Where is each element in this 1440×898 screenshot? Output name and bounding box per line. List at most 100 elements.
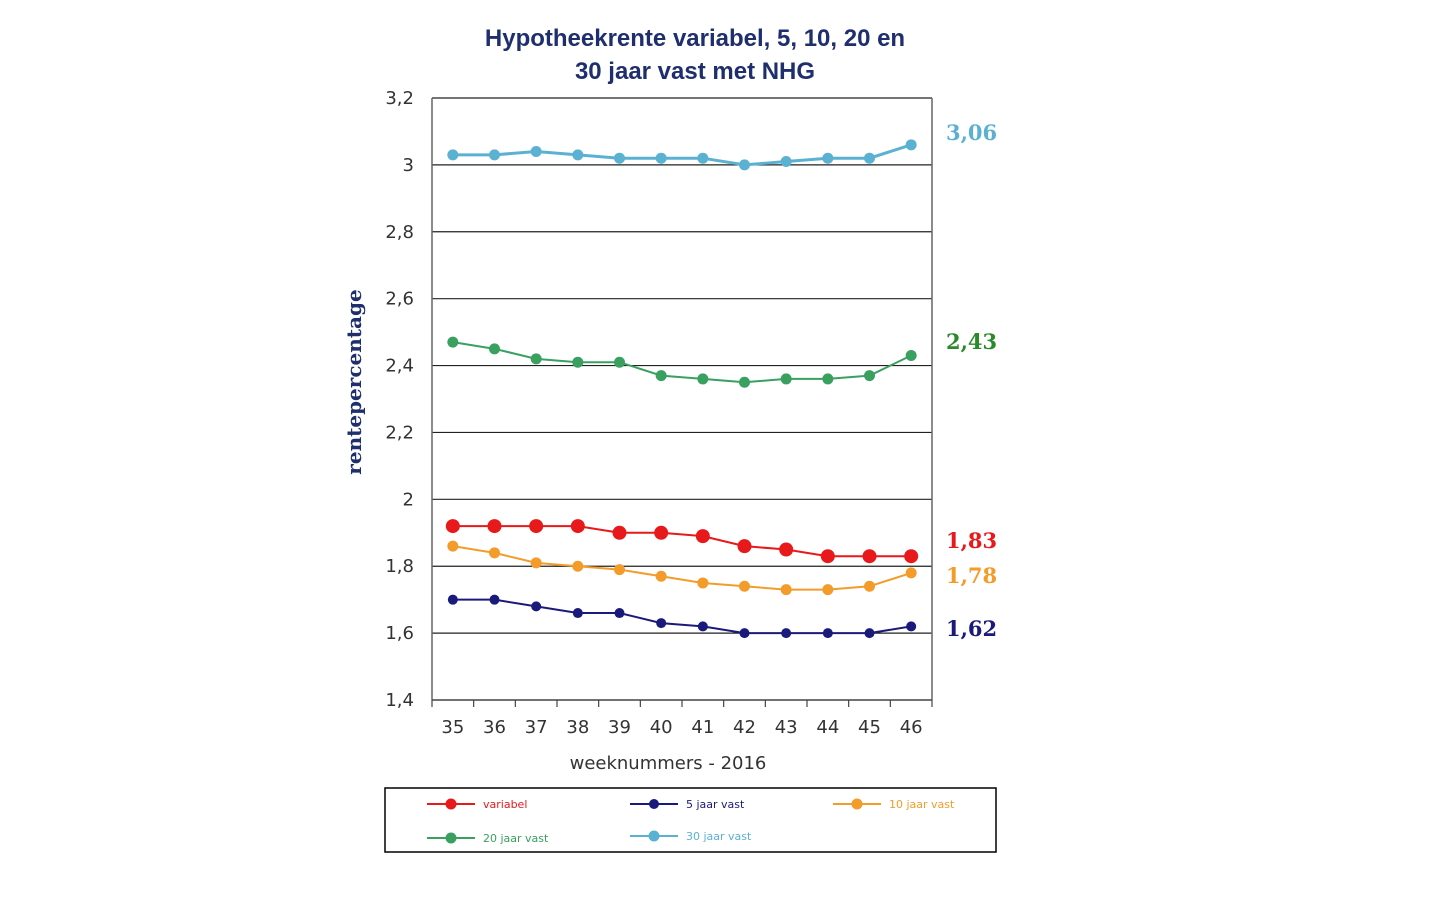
legend-item: 30 jaar vast [630,830,752,843]
x-axis-label: weeknummers - 2016 [570,753,767,774]
data-point [655,570,667,582]
legend-item: 5 jaar vast [630,798,745,811]
end-value-label: 3,06 [946,120,997,145]
data-point [572,149,584,161]
series-line [452,598,912,635]
data-point [531,601,542,612]
data-point [654,525,669,540]
y-tick-label: 1,6 [385,623,414,644]
data-point [655,370,667,382]
series-30-jaar-vast [447,139,917,171]
data-point [697,152,709,164]
y-axis-label: rentepercentage [342,289,366,474]
data-point [739,580,750,592]
x-tick-label: 35 [441,717,464,738]
data-point [445,519,460,534]
data-point [656,618,667,629]
series-line [452,341,912,384]
series-20-jaar-vast [447,336,917,388]
data-point [695,529,710,544]
chart-title-line-1: Hypotheekrente variabel, 5, 10, 20 en [485,25,905,52]
x-tick-label: 41 [691,717,714,738]
data-point [530,353,542,365]
data-point [489,594,500,605]
data-point [447,149,459,161]
legend-swatch-marker [649,799,659,809]
legend-box [384,787,997,853]
data-point [905,139,917,151]
legend-label: 30 jaar vast [686,830,752,843]
data-point [780,156,792,168]
data-point [655,152,667,164]
y-tick-label: 1,4 [385,690,414,711]
legend-swatch-marker [445,798,457,810]
data-point [739,628,750,639]
end-labels: 1,83 1,62 1,78 2,43 3,06 [946,120,997,641]
y-tick-label: 2,4 [385,356,414,377]
data-point [530,557,542,569]
data-point [529,519,544,534]
data-point [905,567,917,579]
y-tick-label: 3,2 [385,88,414,109]
series-group [445,139,919,639]
y-axis-ticks: 1,4 1,6 1,8 2 2,2 2,4 2,6 2,8 3 3,2 [385,88,414,711]
data-point [487,519,502,534]
data-point [614,608,625,619]
data-point [739,159,750,171]
data-point [697,373,709,385]
series-line [452,545,912,591]
data-point [864,152,875,164]
legend-item: 10 jaar vast [833,798,955,811]
data-point [530,146,542,158]
x-tick-label: 39 [608,717,631,738]
data-point [864,370,875,382]
series-variabel [445,519,919,564]
y-tick-label: 2,6 [385,289,414,310]
end-value-label: 1,62 [946,616,997,641]
legend-label: 10 jaar vast [889,798,955,811]
data-point [820,549,835,564]
data-point [780,373,792,385]
data-point [570,519,585,534]
data-point [572,356,584,368]
end-value-label: 2,43 [946,329,997,354]
axes [431,98,933,701]
y-tick-label: 3 [403,155,414,176]
series-10-jaar-vast [447,540,917,596]
series-line [452,143,912,167]
legend-item: 20 jaar vast [427,832,549,845]
data-point [614,152,625,164]
gridlines [432,97,932,634]
data-point [697,577,709,589]
chart-title-line-2: 30 jaar vast met NHG [575,58,815,85]
data-point [822,628,833,639]
y-tick-label: 2,8 [385,222,414,243]
y-tick-label: 2,2 [385,422,414,443]
legend-swatch-marker [648,830,660,842]
data-point [614,356,625,368]
data-point [864,628,875,639]
data-point [614,564,625,576]
x-tick-label: 37 [525,717,548,738]
legend-swatch-marker [851,798,863,810]
x-tick-label: 44 [816,717,839,738]
y-tick-label: 2 [403,489,414,510]
x-tick-label: 42 [733,717,756,738]
x-tick-label: 45 [858,717,881,738]
data-point [737,539,752,554]
x-tick-label: 38 [566,717,589,738]
legend-label: 5 jaar vast [686,798,745,811]
x-tick-label: 36 [483,717,506,738]
data-point [864,580,875,592]
data-point [572,560,584,572]
data-point [781,628,792,639]
data-point [447,594,458,605]
data-point [906,621,917,632]
chart-title: Hypotheekrente variabel, 5, 10, 20 en 30… [485,25,905,85]
x-tick-label: 40 [650,717,673,738]
data-point [904,549,919,564]
data-point [697,621,708,632]
data-point [489,149,500,161]
data-point [489,547,500,559]
